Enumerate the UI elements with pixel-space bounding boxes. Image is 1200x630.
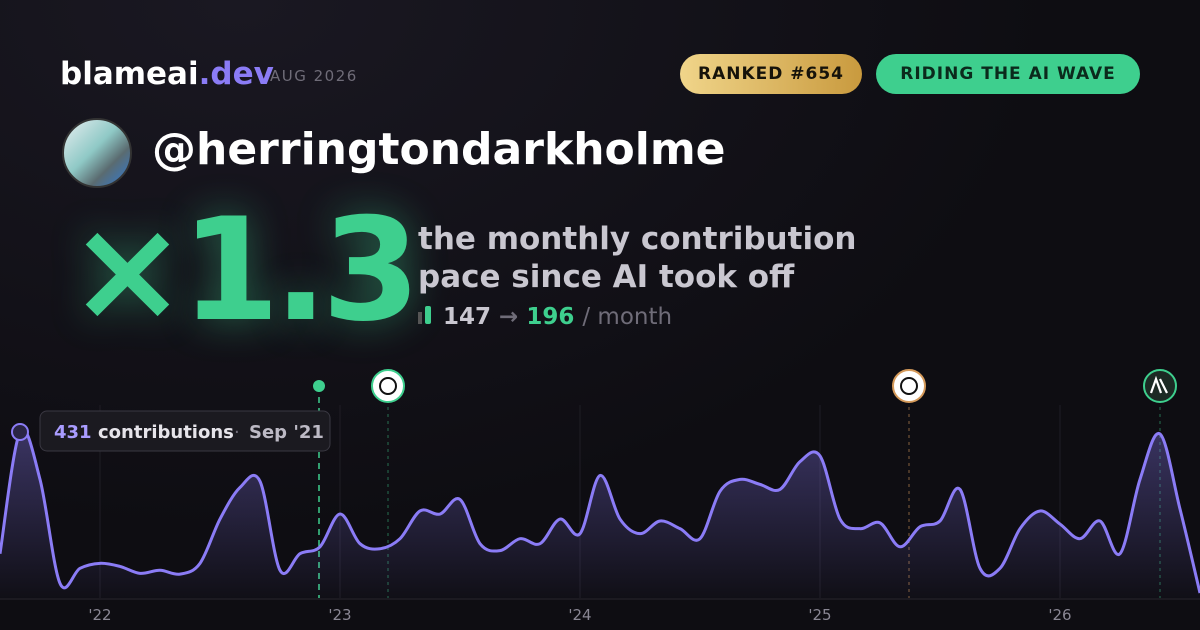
openai-icon (892, 369, 926, 403)
openai-icon (371, 369, 405, 403)
description-line: the monthly contribution (418, 221, 857, 257)
description: the monthly contribution pace since AI t… (418, 220, 856, 296)
event-dot (313, 380, 325, 392)
brand-name: blameai (60, 56, 199, 92)
openai-icon (900, 377, 918, 395)
separator: · (234, 422, 240, 443)
description-line: pace since AI took off (418, 259, 795, 295)
area (0, 429, 1200, 598)
anthropic-icon (1149, 375, 1168, 394)
icon (418, 312, 422, 324)
tooltip-label: contributions (98, 422, 234, 443)
pace: 147 → 196 / month (418, 304, 672, 330)
avatar (62, 118, 132, 188)
wave-badge: RIDING THE AI WAVE (876, 54, 1140, 94)
tooltip-date: Sep '21 (249, 422, 324, 443)
openai-icon (379, 377, 397, 395)
line (0, 428, 1200, 594)
unit: / month (582, 304, 673, 330)
highlight-point (11, 423, 29, 441)
pace-after: 196 (526, 304, 575, 330)
icon (425, 306, 431, 324)
tooltip (39, 410, 331, 452)
x-tick-label: '24 (568, 606, 591, 624)
anthropic-icon (1143, 369, 1177, 403)
arrow: → (499, 304, 519, 330)
brand: blameai.dev (60, 56, 274, 92)
rank-badge: RANKED #654 (680, 54, 862, 94)
x-tick-label: '25 (808, 606, 831, 624)
pace-before: 147 (443, 304, 492, 330)
x-tick-label: '26 (1048, 606, 1071, 624)
multiplier: ×1.3 (68, 188, 421, 353)
x-tick-label: '22 (88, 606, 111, 624)
x-tick-label: '23 (328, 606, 351, 624)
tooltip-value: 431 (54, 422, 92, 443)
brand-tld: .dev (198, 56, 274, 92)
date: AUG 2026 (270, 67, 358, 85)
handle: @herringtondarkholme (152, 124, 726, 175)
